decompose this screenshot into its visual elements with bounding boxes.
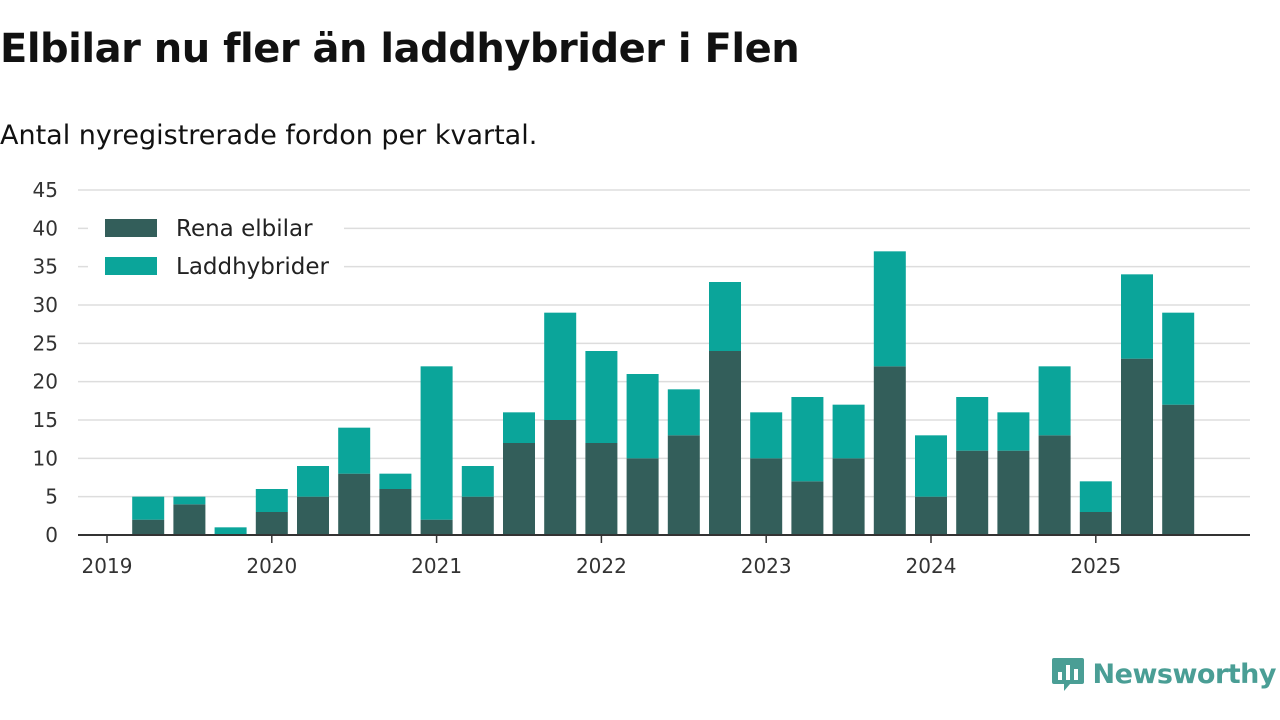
bar-laddhybrider: [832, 404, 865, 459]
chart-title: Elbilar nu fler än laddhybrider i Flen: [0, 26, 800, 72]
x-tick-label: 2024: [906, 554, 957, 578]
x-tick-label: 2019: [82, 554, 133, 578]
x-tick-label: 2022: [576, 554, 627, 578]
newsworthy-logo-icon: [1051, 658, 1084, 691]
bar-rena-elbilar: [173, 504, 206, 535]
bar-rena-elbilar: [791, 481, 824, 535]
x-tick-label: 2023: [741, 554, 792, 578]
bar-rena-elbilar: [997, 450, 1030, 535]
bar-laddhybrider: [255, 489, 288, 512]
x-tick-label: 2020: [246, 554, 297, 578]
bar-laddhybrider: [585, 351, 618, 443]
y-tick-label: 5: [45, 485, 58, 509]
y-tick-label: 20: [33, 370, 58, 394]
bar-rena-elbilar: [1079, 512, 1112, 535]
legend-swatch: [105, 219, 157, 237]
bar-laddhybrider: [1121, 274, 1153, 359]
y-tick-label: 35: [33, 255, 58, 279]
bar-rena-elbilar: [873, 366, 906, 535]
y-tick-label: 10: [33, 446, 58, 470]
bar-rena-elbilar: [626, 458, 659, 535]
bar-rena-elbilar: [297, 496, 329, 535]
bar-laddhybrider: [461, 466, 494, 497]
legend-label: Laddhybrider: [176, 254, 329, 280]
bar-laddhybrider: [1079, 481, 1112, 512]
y-tick-label: 30: [33, 293, 58, 317]
x-tick-label: 2021: [411, 554, 462, 578]
bar-rena-elbilar: [667, 435, 700, 535]
bar-laddhybrider: [1162, 312, 1195, 405]
y-tick-label: 15: [33, 408, 58, 432]
bar-laddhybrider: [873, 251, 906, 367]
bar-laddhybrider: [915, 435, 947, 497]
bar-laddhybrider: [750, 412, 783, 459]
brand: Newsworthy: [1051, 656, 1277, 692]
bar-rena-elbilar: [503, 443, 535, 535]
bar-rena-elbilar: [1162, 404, 1195, 535]
brand-name: Newsworthy: [1092, 658, 1277, 690]
bar-laddhybrider: [544, 312, 577, 420]
bar-rena-elbilar: [709, 351, 741, 535]
bar-rena-elbilar: [544, 420, 577, 535]
bar-laddhybrider: [997, 412, 1030, 451]
x-tick-label: 2025: [1070, 554, 1121, 578]
legend-swatch: [105, 257, 157, 275]
bar-laddhybrider: [503, 412, 535, 443]
bar-laddhybrider: [626, 374, 659, 459]
bar-laddhybrider: [667, 389, 700, 436]
chart-subtitle: Antal nyregistrerade fordon per kvartal.: [0, 120, 538, 151]
bar-laddhybrider: [132, 496, 165, 520]
bar-rena-elbilar: [132, 519, 165, 535]
bar-rena-elbilar: [1121, 358, 1153, 535]
bar-laddhybrider: [956, 397, 989, 451]
legend-label: Rena elbilar: [176, 216, 313, 242]
bar-rena-elbilar: [420, 519, 453, 535]
bar-rena-elbilar: [956, 450, 989, 535]
bar-laddhybrider: [173, 496, 206, 505]
bar-rena-elbilar: [915, 496, 947, 535]
y-tick-label: 45: [33, 178, 58, 202]
bar-laddhybrider: [420, 366, 453, 520]
bar-rena-elbilar: [585, 443, 618, 535]
bar-rena-elbilar: [750, 458, 783, 535]
bar-rena-elbilar: [379, 489, 412, 535]
y-tick-label: 40: [33, 216, 58, 240]
bar-laddhybrider: [791, 397, 824, 482]
bar-rena-elbilar: [255, 512, 288, 535]
bar-laddhybrider: [297, 466, 329, 497]
bar-laddhybrider: [379, 473, 412, 489]
bar-laddhybrider: [709, 282, 741, 351]
bar-rena-elbilar: [1038, 435, 1071, 535]
y-tick-label: 0: [45, 523, 58, 547]
bar-laddhybrider: [338, 427, 371, 474]
bar-rena-elbilar: [461, 496, 494, 535]
y-tick-label: 25: [33, 331, 58, 355]
bar-rena-elbilar: [832, 458, 865, 535]
bar-laddhybrider: [1038, 366, 1071, 436]
bar-rena-elbilar: [338, 473, 371, 535]
bar-laddhybrider: [214, 527, 247, 535]
